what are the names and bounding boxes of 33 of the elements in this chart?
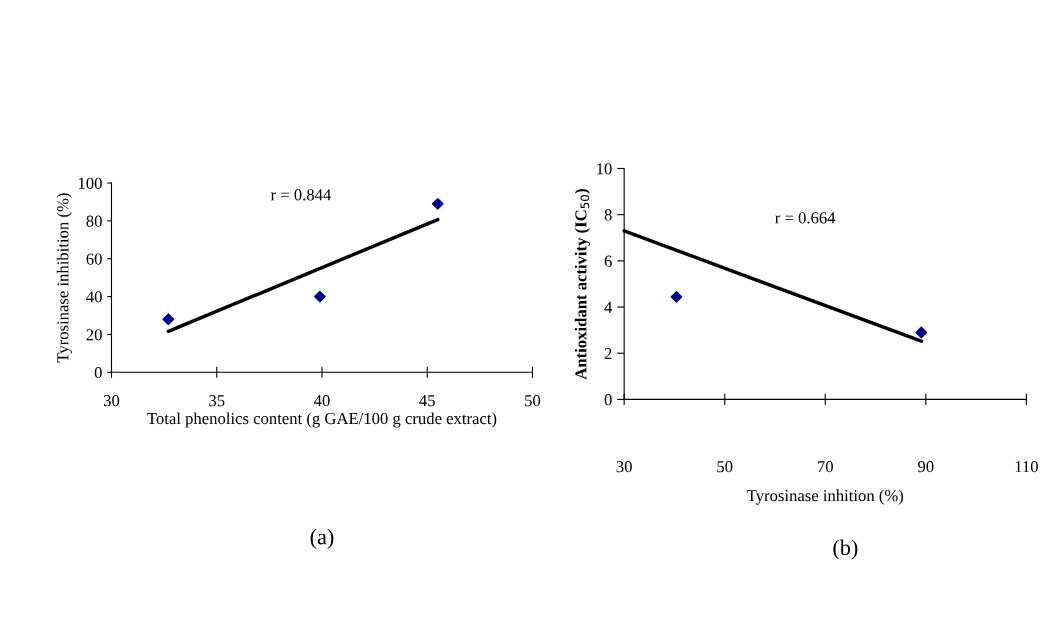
point	[162, 313, 175, 326]
annotation: r = 0.844	[270, 189, 332, 201]
annotation: r = 0.664	[775, 212, 836, 224]
x-tick-label: 35	[209, 395, 225, 407]
x-tick-label: 90	[918, 461, 934, 473]
x-tick-label: 45	[419, 395, 435, 407]
y-tick-label: 8	[604, 209, 612, 221]
x-axis-title: Tyrosinase inhition (%)	[747, 489, 904, 505]
y-tick-label: 6	[604, 255, 612, 267]
y-tick-label: 2	[604, 347, 612, 360]
x-axis-title: Total phenolics content (g GAE/100 g crude extract)	[147, 412, 497, 428]
y-axis-title: Antioxidant activity (IC$_{50}$)	[574, 189, 590, 380]
x-tick-label: 30	[616, 461, 632, 473]
x-tick-label: 50	[525, 394, 541, 407]
y-tick-label: 4	[604, 301, 613, 313]
point	[313, 290, 326, 303]
y-tick-label: 40	[86, 291, 102, 303]
x-tick-label: 110	[1015, 461, 1038, 473]
y-tick-label: 60	[86, 253, 102, 265]
text: (a)	[310, 528, 334, 549]
x-tick-label: 50	[717, 461, 733, 473]
y-tick-label: 80	[86, 215, 102, 227]
y-tick-label: 10	[597, 163, 612, 175]
x-tick-label: 30	[103, 394, 120, 407]
text: (b)	[833, 539, 858, 560]
x-tick-label: 40	[313, 394, 330, 407]
y-tick-label: 0	[604, 394, 612, 406]
point	[431, 197, 444, 210]
y-tick-label: 0	[94, 366, 102, 379]
y-tick-label: 100	[78, 177, 102, 189]
y-axis-title: Tyrosinase inhibition (%)	[56, 193, 72, 363]
x-tick-label: 70	[818, 461, 833, 473]
y-tick-label: 20	[86, 329, 102, 341]
